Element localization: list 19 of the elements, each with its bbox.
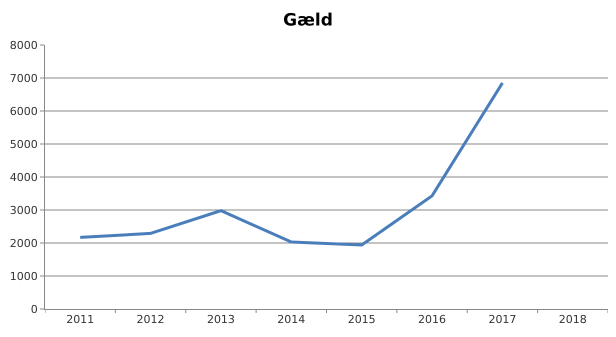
- x-tick-label: 2018: [558, 313, 587, 326]
- x-tick-label: 2014: [277, 313, 306, 326]
- y-tick-label: 3000: [10, 204, 38, 217]
- y-tick-label: 2000: [10, 236, 38, 250]
- x-tick-label: 2013: [206, 313, 235, 326]
- y-tick-label: 1000: [10, 270, 38, 283]
- y-tick-label: 4000: [10, 170, 38, 184]
- x-tick-label: 2016: [418, 313, 446, 326]
- x-tick-label: 2012: [136, 313, 165, 326]
- line-series: [78, 81, 504, 246]
- y-tick-label: 7000: [10, 72, 38, 85]
- y-tick-label: 6000: [10, 104, 38, 118]
- x-tick-label: 2015: [348, 313, 376, 326]
- y-tick-label: 8000: [10, 38, 38, 52]
- y-tick-label: 5000: [10, 138, 38, 151]
- chart-title: Gæld: [283, 10, 333, 30]
- x-tick-label: 2017: [488, 313, 516, 326]
- y-tick-label: 0: [30, 302, 38, 316]
- x-tick-label: 2011: [66, 313, 94, 326]
